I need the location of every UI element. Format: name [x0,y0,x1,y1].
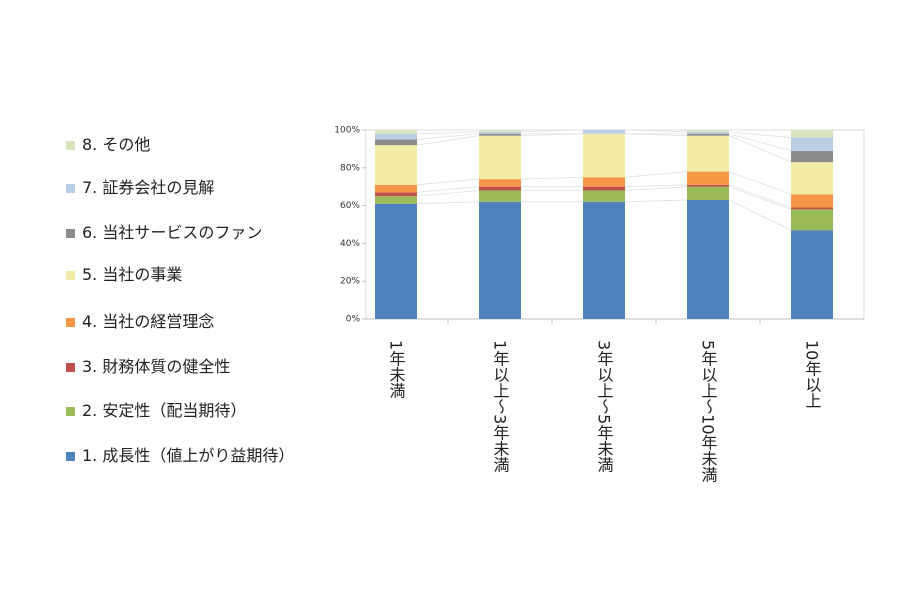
bar-segment [583,177,625,187]
legend-label: 4. 当社の経営理念 [82,312,215,331]
bar-segment [583,130,625,134]
legend-item: 5. 当社の事業 [66,258,306,292]
legend-label: 6. 当社サービスのファン [82,223,263,242]
legend-label: 2. 安定性（配当期待） [82,401,247,420]
legend-item: 2. 安定性（配当期待） [66,394,306,428]
legend-item: 7. 証券会社の見解 [66,171,306,205]
series-line [728,199,792,231]
bar-segment [791,150,833,163]
x-tick-label: 5年以上～10年未満 [699,340,718,484]
y-tick-label: 100% [334,126,360,136]
bar-segment [375,196,417,204]
legend-swatch [66,363,75,372]
legend-swatch [66,407,75,416]
bar-segment [687,133,729,136]
bar-segment [687,171,729,185]
bar-segment [791,137,833,151]
legend-swatch [66,141,75,150]
legend-swatch [66,229,75,238]
bar-segment [375,203,417,319]
legend-label: 5. 当社の事業 [82,265,183,284]
y-tick-label: 0% [346,315,361,325]
bar-segment [687,131,729,134]
legend-swatch [66,452,75,461]
legend-label: 3. 財務体質の健全性 [82,357,231,376]
bar-segment [583,190,625,202]
legend-swatch [66,318,75,327]
bar-segment [583,186,625,191]
bar-segment [479,131,521,134]
y-tick-label: 40% [340,239,360,249]
series-line [728,131,792,138]
x-tick-label: 1年未満 [387,340,406,399]
bar-segment [479,201,521,319]
series-line [624,186,688,191]
legend-label: 7. 証券会社の見解 [82,178,215,197]
series-line [728,133,792,152]
bar-segment [375,145,417,185]
series-line [624,171,688,178]
bar-segment [479,186,521,191]
series-line [416,133,480,140]
bar-segment [687,199,729,319]
series-line [416,178,480,186]
series-line [728,135,792,163]
bar-segment [791,194,833,208]
bar-segment [375,184,417,193]
bar-segment [375,139,417,146]
legend-item: 3. 財務体質の健全性 [66,350,306,384]
series-line [416,201,480,205]
y-tick-label: 80% [340,163,360,173]
bar-segment [791,207,833,210]
series-line [416,186,480,193]
legend-label: 1. 成長性（値上がり益期待） [82,446,295,465]
bar-segment [479,190,521,202]
x-tick-label: 3年以上～5年未満 [595,340,614,473]
legend-item: 8. その他 [66,128,306,162]
legend-item: 4. 当社の経営理念 [66,305,306,339]
bar-segment [479,135,521,180]
bar-segment [687,135,729,172]
series-line [728,184,792,208]
bar-segment [583,201,625,319]
bar-segment [375,192,417,197]
bar-segment [479,133,521,136]
series-line [624,184,688,188]
series-line [416,135,480,146]
bar-segment [791,209,833,231]
bar-segment [687,184,729,187]
y-tick-label: 60% [340,201,360,211]
bar-segment [479,130,521,132]
x-tick-label: 1年以上～3年未満 [491,340,510,473]
legend-swatch [66,271,75,280]
series-line [416,131,480,135]
legend-item: 6. 当社サービスのファン [66,216,306,250]
series-line [728,171,792,195]
bar-segment [375,133,417,140]
x-tick-label: 10年以上 [803,340,822,408]
bar-segment [375,130,417,134]
bar-segment [479,179,521,187]
series-line [728,186,792,210]
series-line [416,190,480,197]
series-line [624,199,688,203]
bar-segment [791,130,833,138]
bar-segment [791,230,833,319]
legend-swatch [66,184,75,193]
bar-segment [687,130,729,132]
bar-segment [791,162,833,195]
legend-item: 1. 成長性（値上がり益期待） [66,439,306,473]
legend-label: 8. その他 [82,135,151,154]
series-line [520,176,584,180]
bar-segment [687,186,729,200]
bar-segment [583,133,625,178]
y-tick-label: 20% [340,277,360,287]
